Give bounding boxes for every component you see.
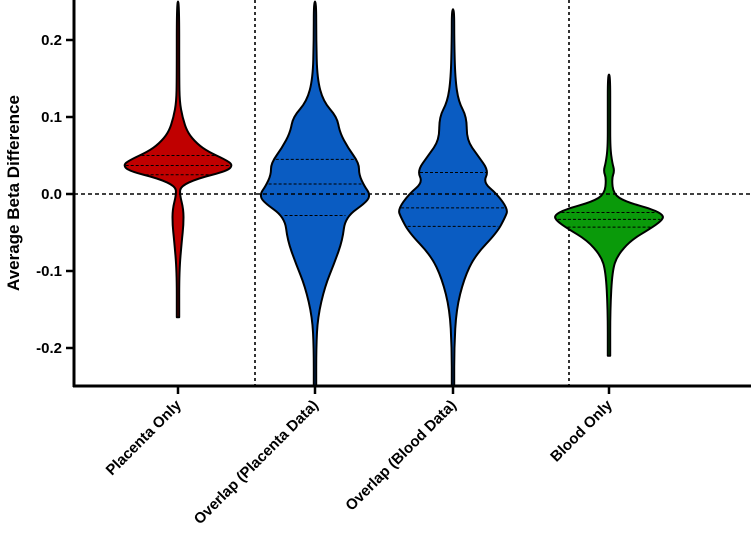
x-category-label: Blood Only xyxy=(547,396,616,465)
violin-3 xyxy=(398,8,508,388)
y-tick-label: -0.2 xyxy=(36,340,62,357)
violin-body xyxy=(123,0,233,319)
violin-body xyxy=(554,73,664,357)
group-separators xyxy=(254,0,570,386)
y-tick-label: 0.2 xyxy=(41,32,62,49)
y-tick-label: 0.0 xyxy=(41,186,62,203)
x-category-label: Placenta Only xyxy=(103,396,186,479)
violin-4 xyxy=(554,73,664,357)
y-axis-title: Average Beta Difference xyxy=(4,95,23,291)
x-category-label: Overlap (Placenta Data) xyxy=(191,397,322,528)
violins xyxy=(123,0,664,388)
x-category-labels: Placenta Only Overlap (Placenta Data) Over… xyxy=(103,386,616,528)
x-category-label: Overlap (Blood Data) xyxy=(342,397,460,515)
violin-body xyxy=(398,8,508,388)
violin-1 xyxy=(123,0,233,319)
y-ticks: 0.2 0.1 0.0 -0.1 -0.2 xyxy=(36,32,74,357)
y-tick-label: -0.1 xyxy=(36,263,62,280)
y-tick-label: 0.1 xyxy=(41,109,62,126)
